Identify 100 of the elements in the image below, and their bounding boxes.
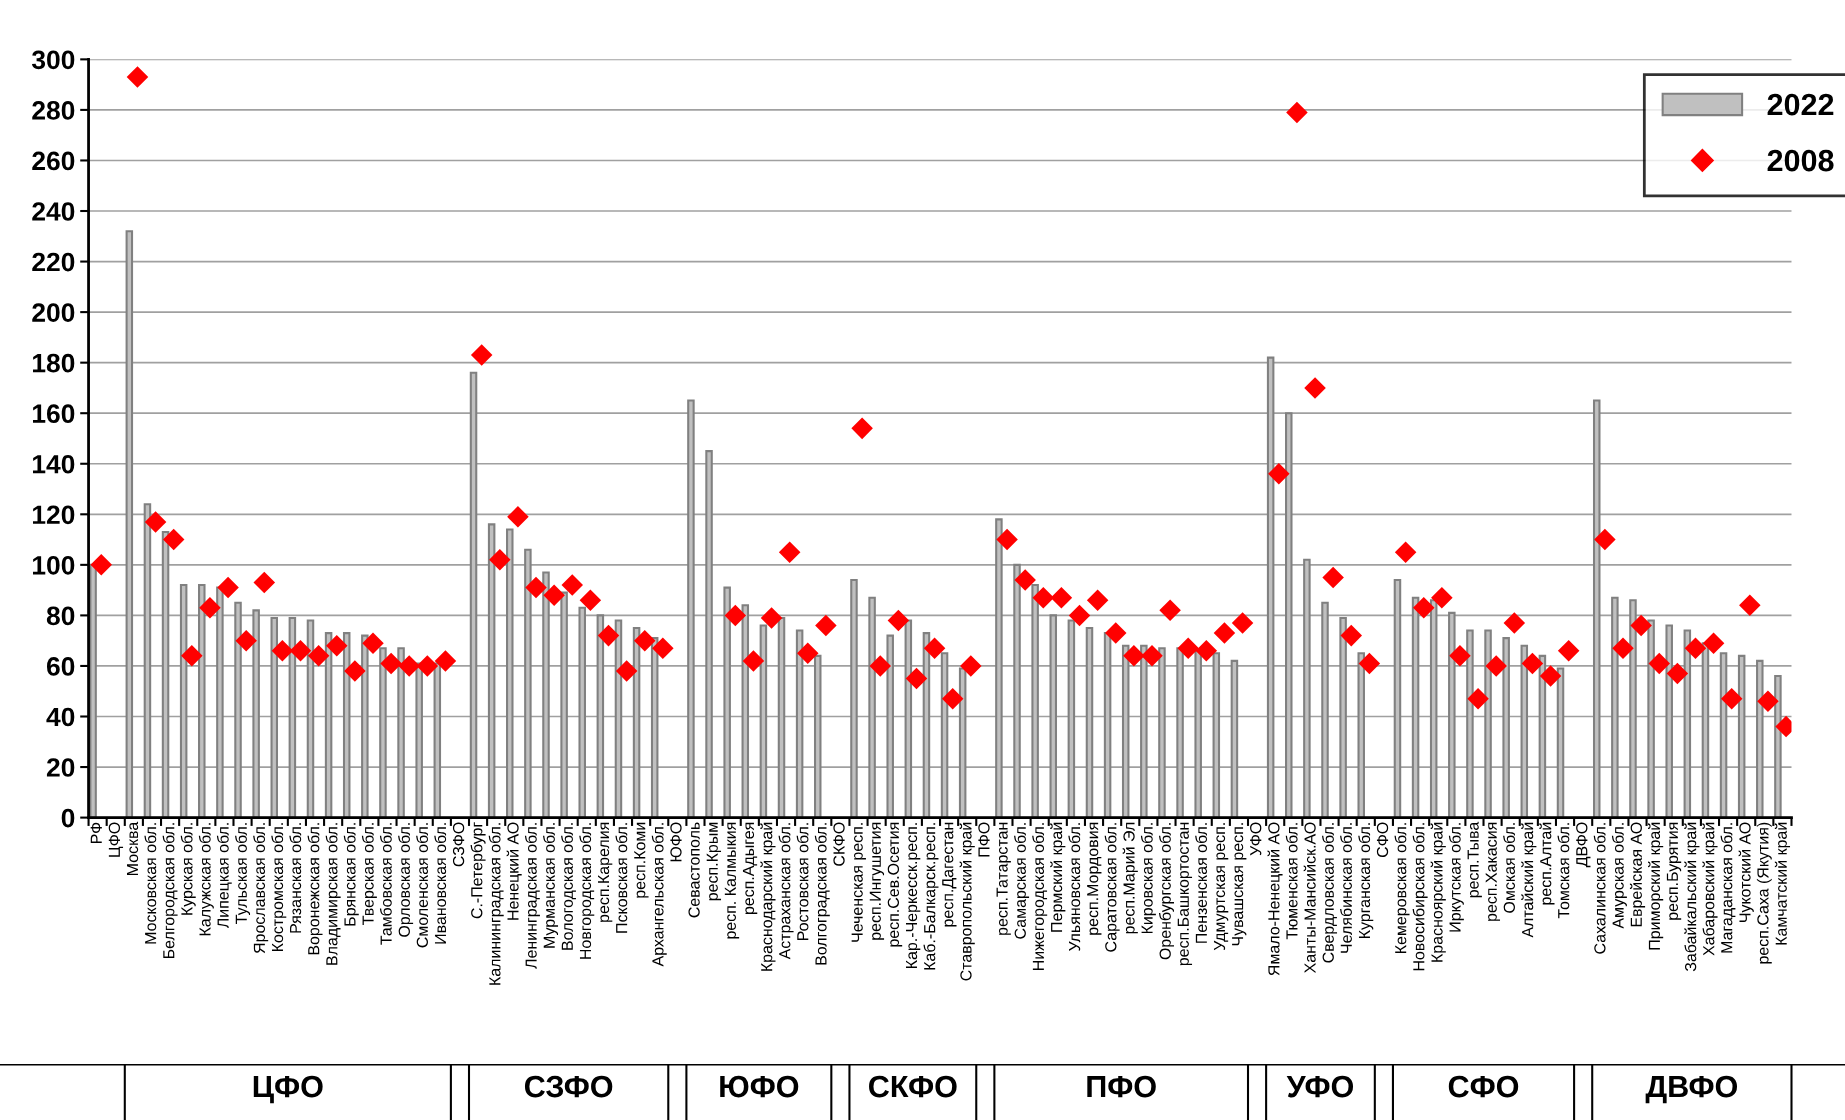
bar bbox=[705, 450, 713, 818]
y-tick-label: 60 bbox=[46, 657, 75, 676]
text: СФО bbox=[1448, 1075, 1519, 1098]
x-tick-label: респ.Марий Эл bbox=[1122, 822, 1138, 934]
x-tick-label: респ.Ингушетия bbox=[869, 822, 885, 940]
y-tick-label: 120 bbox=[33, 505, 75, 525]
x-tick-label: Еврейская АО bbox=[1629, 822, 1646, 927]
x-tick-label: Краснодарский край bbox=[760, 822, 776, 971]
x-tick-label: Оренбургская обл. bbox=[1158, 823, 1174, 960]
x-tick-label: Брянская обл. bbox=[343, 823, 359, 926]
x-tick-label: Архангельская обл. bbox=[651, 823, 667, 967]
x-tick-label: Ульяновская обл. bbox=[1068, 823, 1081, 952]
x-tick-label: Курская обл. bbox=[180, 823, 196, 915]
x-tick-label: Кемеровская обл. bbox=[1394, 823, 1410, 953]
x-tick-label: Владимирская обл. bbox=[325, 823, 341, 965]
y-tick-label: 260 bbox=[32, 151, 75, 171]
x-tick-label: Нижегородская обл. bbox=[1032, 823, 1048, 970]
x-tick-label: респ.Дагестан bbox=[942, 822, 957, 927]
y-tick-label: 160 bbox=[33, 404, 75, 424]
x-tick-label: Новосибирская обл. bbox=[1412, 823, 1428, 971]
x-tick-label: Челябинская обл. bbox=[1340, 823, 1352, 953]
y-tick-label: 40 bbox=[46, 707, 75, 727]
x-tick-label: УФО bbox=[1250, 822, 1262, 856]
x-tick-label: респ.Бурятия bbox=[1666, 822, 1682, 920]
x-tick-label: Камчатский край bbox=[1774, 822, 1791, 945]
x-tick-label: респ.Адыгея bbox=[742, 822, 758, 915]
x-tick-label: Кар.-Черкесск.респ. bbox=[905, 823, 921, 968]
x-tick-label: Ростовская обл. bbox=[796, 823, 809, 940]
x-tick-label: Ненецкий АО bbox=[506, 822, 522, 920]
x-tick-label: Приморский край bbox=[1648, 822, 1664, 950]
x-tick-label: Амурская обл. bbox=[1611, 823, 1627, 929]
bar bbox=[850, 578, 858, 818]
x-tick-label: Севастополь bbox=[688, 822, 700, 918]
x-tick-label: СКФО bbox=[833, 822, 845, 866]
x-tick-label: Рязанская обл. bbox=[289, 823, 302, 933]
x-tick-label: Ставропольский край bbox=[959, 822, 975, 981]
x-tick-label: РФ bbox=[90, 822, 102, 844]
bar bbox=[1303, 558, 1311, 818]
bar bbox=[1230, 659, 1239, 818]
x-tick-label: Костромская обл. bbox=[271, 823, 287, 952]
x-tick-label: Мурманская обл. bbox=[543, 823, 559, 948]
x-tick-label: Ленинградская обл. bbox=[524, 823, 540, 969]
x-tick-label: Забайкальский край bbox=[1684, 822, 1700, 972]
x-tick-label: Ярославская обл. bbox=[253, 823, 269, 954]
x-tick-label: С.-Петербург bbox=[470, 822, 486, 919]
x-tick-label: респ. Калмыкия bbox=[724, 822, 740, 939]
x-tick-label: СФО bbox=[1376, 822, 1389, 858]
x-tick-label: Тульская обл. bbox=[235, 823, 251, 924]
text: ЦФО bbox=[253, 1075, 323, 1104]
x-tick-label: Сахалинская обл. bbox=[1593, 823, 1606, 954]
x-tick-label: Пензенская обл. bbox=[1195, 823, 1207, 943]
x-tick-label: Чеченская респ. bbox=[851, 823, 866, 942]
x-tick-label: Белгородская обл. bbox=[162, 823, 178, 959]
bar bbox=[1321, 601, 1329, 818]
x-tick-label: Тюменская обл. bbox=[1285, 823, 1298, 940]
y-tick-label: 80 bbox=[46, 606, 75, 626]
x-tick-label: Тверская обл. bbox=[361, 823, 377, 925]
x-tick-label: респ.Крым bbox=[706, 822, 722, 901]
x-tick-label: Воронежская обл. bbox=[307, 823, 323, 955]
y-tick-label: 220 bbox=[32, 252, 75, 272]
x-tick-label: респ.Хакасия bbox=[1485, 822, 1501, 921]
x-tick-label: Ханты-Мансийск.АО bbox=[1303, 822, 1316, 974]
y-tick-label: 100 bbox=[33, 555, 75, 575]
x-tick-label: Вологодская обл. bbox=[561, 823, 576, 950]
x-tick-label: Ивановская обл. bbox=[434, 823, 447, 944]
y-tick-label: 200 bbox=[32, 303, 75, 322]
x-tick-label: Псковская обл. bbox=[615, 823, 628, 933]
x-tick-label: Каб.-Балкарск.респ. bbox=[923, 823, 939, 970]
x-tick-label: Курганская обл. bbox=[1358, 823, 1374, 938]
x-tick-label: Орловская обл. bbox=[398, 823, 414, 937]
x-tick-label: Иркутская обл. bbox=[1448, 823, 1464, 932]
x-tick-label: Тамбовская обл. bbox=[379, 823, 392, 945]
x-tick-label: респ.Башкортостан bbox=[1177, 822, 1193, 966]
text: ДВФО bbox=[1645, 1075, 1738, 1104]
x-tick-label: Ямало-Ненецкий АО bbox=[1267, 822, 1283, 976]
x-tick-label: ПФО bbox=[978, 822, 990, 857]
x-tick-label: респ.Татарстан bbox=[996, 822, 1011, 935]
y-tick-label: 20 bbox=[46, 758, 75, 777]
x-tick-label: респ.Сев.Осетия bbox=[887, 822, 903, 947]
x-tick-label: Омская обл. bbox=[1503, 823, 1515, 913]
bar bbox=[1049, 614, 1058, 818]
x-tick-label: Алтайский край bbox=[1521, 822, 1537, 938]
x-tick-label: Новгородская обл. bbox=[579, 823, 595, 959]
x-tick-label: ЮФО bbox=[670, 822, 682, 862]
x-tick-label: ЦФО bbox=[108, 822, 124, 857]
x-tick-label: Московская обл. bbox=[144, 823, 157, 944]
x-tick-label: Калининградская обл. bbox=[488, 823, 504, 985]
x-tick-label: ДВФО bbox=[1576, 822, 1591, 868]
x-tick-label: Кировская обл. bbox=[1140, 823, 1156, 934]
x-tick-label: Самарская обл. bbox=[1014, 823, 1030, 939]
legend-label: 2022 bbox=[1767, 93, 1834, 116]
x-tick-label: Хабаровский край bbox=[1702, 822, 1718, 956]
x-tick-label: Москва bbox=[126, 821, 139, 875]
y-tick-label: 0 bbox=[61, 808, 75, 828]
y-tick-label: 280 bbox=[32, 101, 75, 120]
y-tick-label: 300 bbox=[31, 50, 75, 70]
text: СКФО bbox=[869, 1075, 957, 1098]
x-tick-label: Красноярский край bbox=[1430, 822, 1446, 962]
y-tick-label: 180 bbox=[33, 353, 75, 373]
x-tick-label: респ.Коми bbox=[634, 822, 649, 898]
